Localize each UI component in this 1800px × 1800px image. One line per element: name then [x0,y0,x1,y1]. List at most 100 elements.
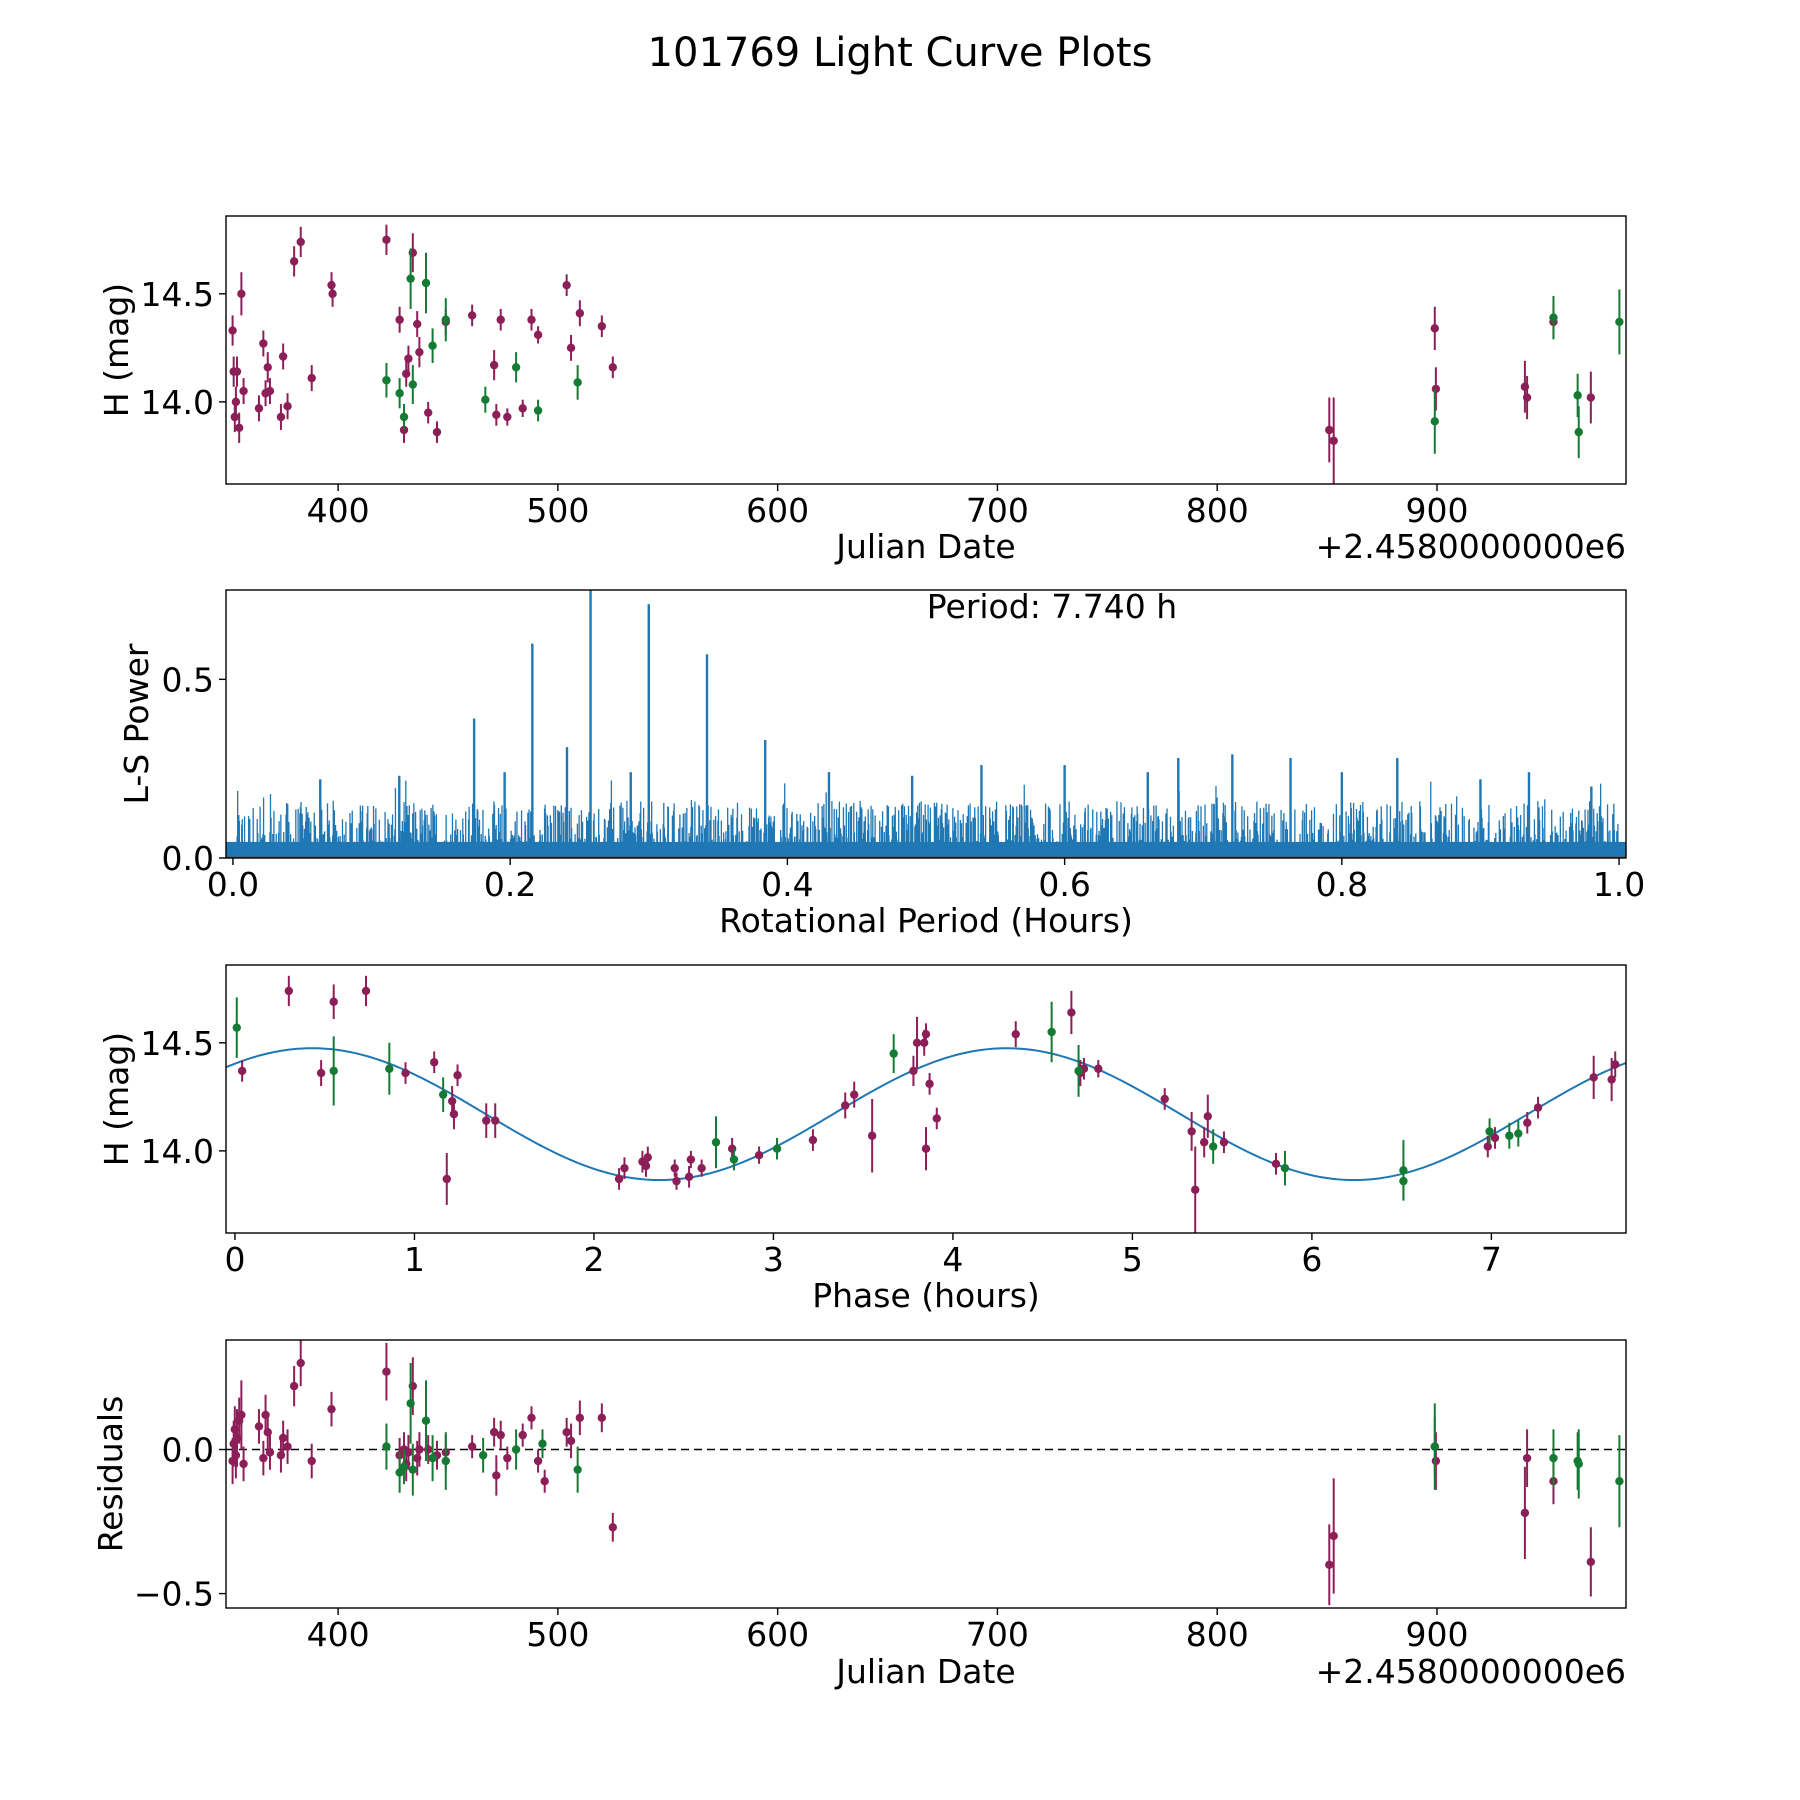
data-point [283,1442,292,1451]
data-point [237,1066,247,1076]
data-point [1615,317,1624,327]
x-tick-label: 600 [746,491,809,530]
data-point [284,986,294,996]
x-tick-label: 0.4 [761,865,813,904]
data-point [423,408,433,417]
y-tick-label: 14.5 [141,1024,214,1063]
data-point [912,1038,922,1048]
periodogram-xlabel: Rotational Period (Hours) [719,901,1133,940]
data-point [263,1428,272,1437]
data-point [533,1456,543,1466]
x-tick-label: 7 [1481,1240,1502,1279]
data-point [254,404,264,413]
data-point [1399,1176,1408,1186]
x-tick-label: 0 [224,1240,245,1279]
data-point [307,373,316,383]
data-point [1187,1127,1196,1136]
data-point [772,1144,782,1153]
periodogram-ylabel: L-S Power [117,643,156,804]
data-point [1160,1094,1169,1104]
data-point [1430,1442,1439,1451]
data-point [1219,1138,1229,1147]
x-tick-label: 5 [1122,1240,1143,1279]
data-point [382,376,391,385]
data-point [404,1448,413,1457]
data-point [672,1176,681,1186]
periodogram-panel: 0.0 0.2 0.4 0.6 0.8 1.0 0.0 0.5 Period: 7.740 h… [117,587,1645,940]
data-point [453,1071,462,1080]
data-point [496,1430,505,1440]
figure-title: 101769 Light Curve Plots [648,30,1153,76]
data-point [566,343,576,353]
y-tick-label: 0.0 [162,839,214,878]
fit-curve [226,1047,1626,1182]
data-point [686,1155,696,1164]
x-tick-label: 1.0 [1593,865,1645,904]
data-point [670,1163,679,1173]
data-point [573,378,582,387]
data-point [482,1116,491,1125]
data-point [533,406,543,415]
data-point [489,1428,499,1437]
data-point [432,427,442,437]
data-point [562,280,571,290]
data-point [608,363,618,372]
data-point [1280,1163,1290,1173]
data-point [1047,1027,1056,1037]
data-point [230,412,239,422]
residuals-frame [225,1339,1627,1609]
lightcurve-panel: 400 500 600 700 800 900 14.0 14.5 Julian Date +… [97,215,1627,566]
data-point [415,347,424,357]
data-point [361,986,371,996]
data-point [1611,1060,1620,1069]
data-point [276,412,286,422]
data-point [401,1068,410,1078]
y-tick-label: 14.0 [141,1132,214,1171]
data-point [430,1058,439,1067]
data-point [492,1471,501,1480]
x-tick-label: 700 [966,1615,1029,1654]
data-point [754,1150,764,1160]
data-point [1329,1531,1338,1541]
data-point [265,1448,275,1457]
data-point [442,1174,451,1184]
data-point [1607,1075,1616,1084]
x-tick-label: 800 [1186,1615,1249,1654]
periodogram-frame [225,589,1627,859]
data-point [1271,1159,1281,1169]
y-tick-label: 0.0 [162,1431,214,1470]
residuals-marks [226,1340,1626,1606]
data-point [231,397,241,407]
data-point [1325,425,1334,435]
phased-ticks: 0 1 2 3 4 5 6 7 14.0 14.5 [141,1024,1502,1279]
y-tick-label: 14.0 [141,383,214,422]
data-point [729,1155,739,1164]
data-point [234,423,244,433]
y-tick-label: 14.5 [141,275,214,314]
data-point [697,1163,706,1173]
data-point [1523,1118,1532,1127]
data-point [1514,1129,1523,1138]
data-point [867,1131,877,1140]
residuals-offset-text: +2.4580000000e6 [1316,1652,1626,1691]
data-point [1490,1133,1500,1143]
data-point [406,274,415,283]
y-tick-label: −0.5 [134,1575,214,1614]
data-point [385,1064,394,1073]
data-point [265,386,275,396]
data-point [329,997,338,1006]
data-point [232,367,242,376]
data-point [533,330,543,340]
x-tick-label: 0.8 [1316,865,1368,904]
data-point [328,289,337,299]
data-point [1430,324,1439,333]
data-point [614,1174,624,1184]
data-point [329,1066,338,1076]
data-point [395,315,404,324]
x-tick-label: 0.2 [484,865,536,904]
lightcurve-frame [225,215,1627,485]
data-point [415,1445,424,1454]
periodogram-marks [226,590,1626,858]
data-point [889,1049,898,1058]
